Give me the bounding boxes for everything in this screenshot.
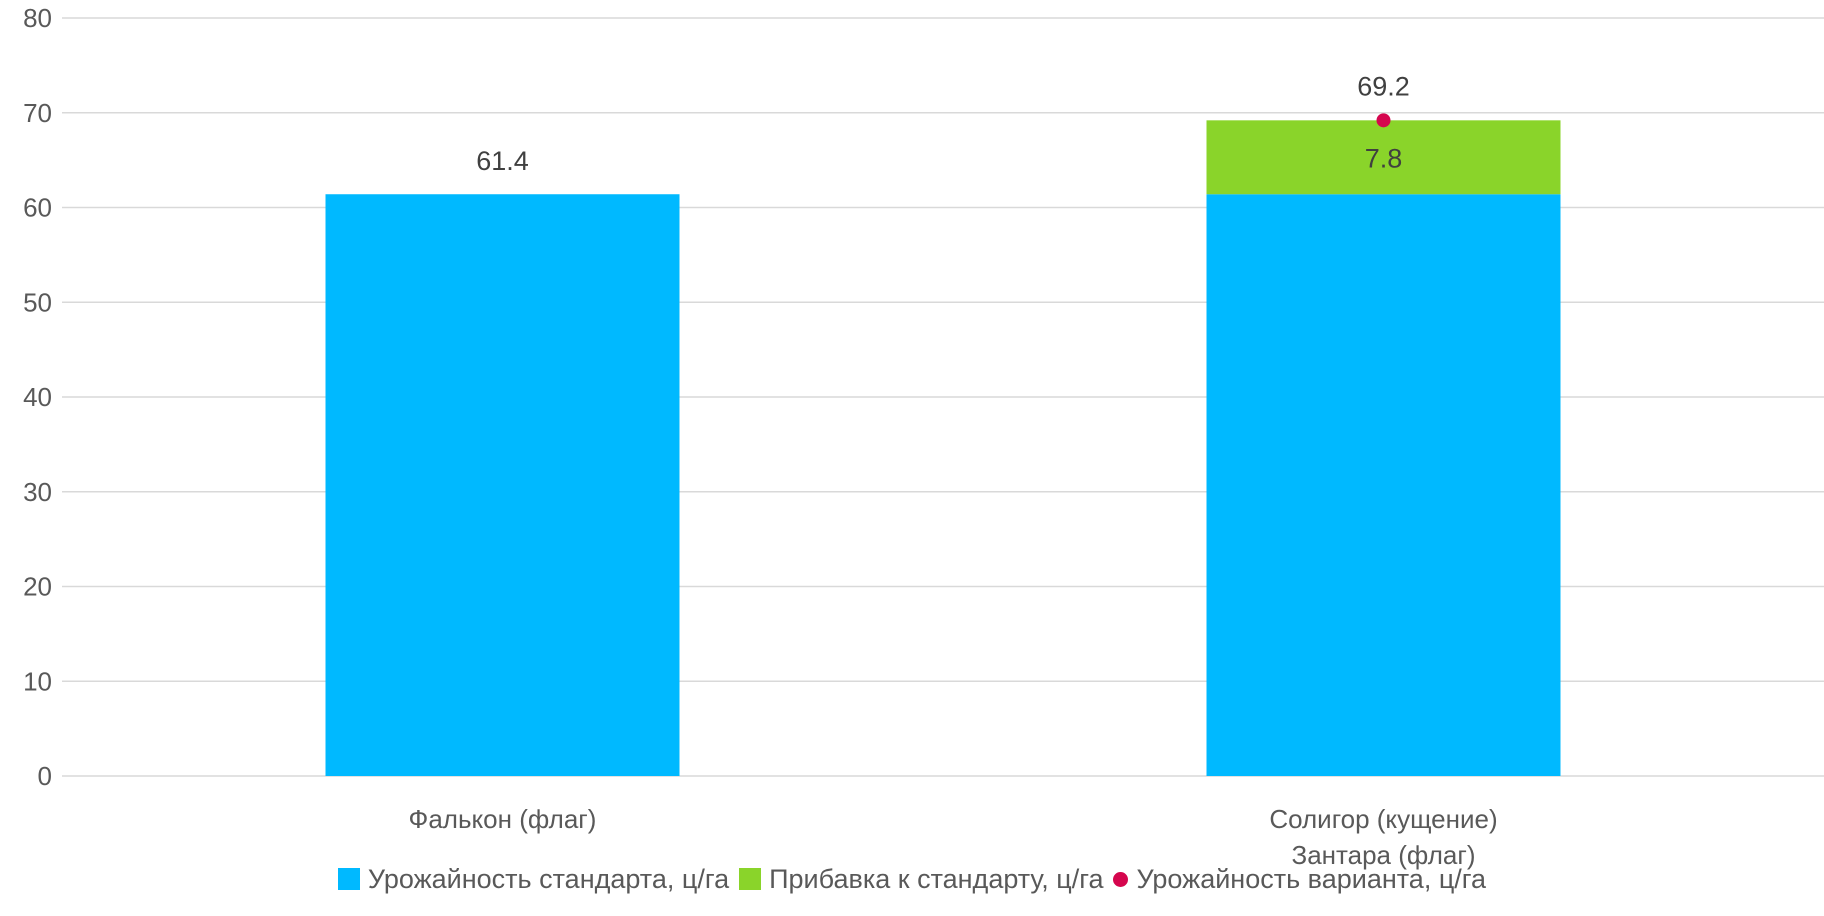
bar-segment	[1206, 194, 1561, 777]
bars	[325, 120, 1561, 777]
legend: Урожайность стандарта, ц/га Прибавка к с…	[0, 854, 1824, 904]
y-tick-label: 40	[23, 382, 52, 412]
bar-segment	[325, 194, 680, 777]
x-axis: Фалькон (флаг) Солигор (кущение) Зантара (…	[409, 804, 1498, 870]
category-label: Фалькон (флаг)	[409, 804, 597, 834]
data-label: 61.4	[476, 146, 529, 176]
legend-label-increase: Прибавка к стандарту, ц/га	[769, 863, 1104, 894]
category-label: Зантара (флаг)	[1292, 840, 1476, 870]
y-axis: 0 10 20 30 40 50 60 70 80	[23, 3, 52, 791]
y-tick-label: 30	[23, 477, 52, 507]
data-point	[1376, 113, 1391, 128]
y-tick-label: 50	[23, 287, 52, 317]
category-label: Солигор (кущение)	[1269, 804, 1497, 834]
legend-marker-variant	[1113, 871, 1129, 887]
y-tick-label: 20	[23, 572, 52, 602]
legend-item-increase: Прибавка к стандарту, ц/га	[739, 864, 1103, 895]
y-tick-label: 0	[38, 761, 52, 791]
data-label: 7.8	[1365, 143, 1403, 173]
legend-item-standard: Урожайность стандарта, ц/га	[337, 863, 730, 895]
y-tick-label: 60	[23, 193, 52, 223]
y-tick-label: 80	[23, 3, 52, 33]
legend-item-variant: Урожайность варианта, ц/га	[1113, 864, 1486, 895]
bar-segment	[1206, 120, 1561, 195]
data-labels: 61.4 7.8 69.2	[476, 71, 1410, 176]
points	[1376, 113, 1391, 128]
legend-swatch-increase	[739, 868, 762, 890]
legend-label-standard: Урожайность стандарта, ц/га	[367, 863, 730, 894]
legend-swatch-standard	[337, 868, 360, 890]
legend-label-variant: Урожайность варианта, ц/га	[1136, 863, 1487, 894]
y-tick-label: 10	[23, 666, 52, 696]
y-tick-label: 70	[23, 98, 52, 128]
data-label: 69.2	[1357, 71, 1410, 101]
